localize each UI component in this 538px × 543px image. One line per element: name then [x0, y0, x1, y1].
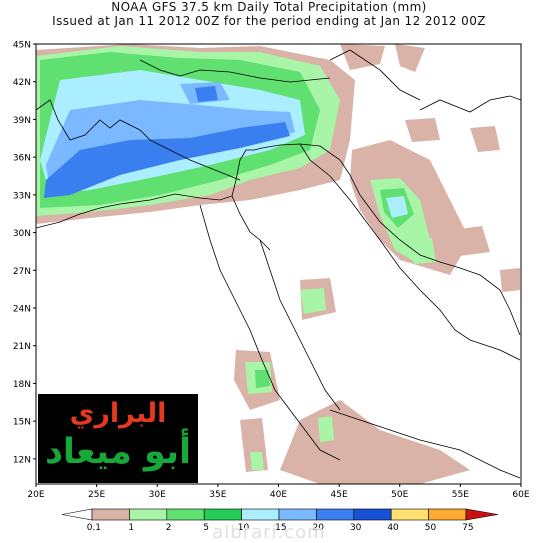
lat-tick-label: 33N	[13, 191, 31, 201]
legend-swatch	[278, 508, 317, 521]
map-title: NOAA GFS 37.5 km Daily Total Precipitati…	[111, 0, 427, 14]
legend-label: 15	[275, 523, 286, 533]
lon-tick-label: 50E	[391, 490, 408, 500]
lon-tick-label: 25E	[88, 490, 105, 500]
site-logo: البراري أبو ميعاد	[38, 394, 198, 483]
legend-label: 40	[387, 523, 399, 533]
legend-swatch	[91, 508, 130, 521]
legend-arrow-low	[61, 508, 93, 521]
watermark-text: albrari.com	[212, 522, 326, 543]
coastlines	[36, 49, 521, 479]
legend-label: 1	[128, 523, 134, 533]
lon-tick-label: 55E	[452, 490, 469, 500]
legend-swatch	[390, 508, 429, 521]
legend-swatch	[353, 508, 392, 521]
legend-swatch	[129, 508, 168, 521]
legend-label: 30	[350, 523, 362, 533]
legend-label: 5	[203, 523, 209, 533]
legend-swatch	[203, 508, 242, 521]
lon-tick-label: 30E	[149, 490, 166, 500]
lon-tick-label: 60E	[512, 490, 529, 500]
precipitation-legend: 0.1 1 2 5 10 15 20 30 40 50 75	[61, 508, 499, 533]
lat-tick-label: 18N	[13, 380, 31, 390]
legend-swatch	[428, 508, 467, 521]
legend-label: 50	[425, 523, 437, 533]
map-subtitle: Issued at Jan 11 2012 00Z for the period…	[52, 14, 486, 28]
legend-label: 0.1	[87, 523, 101, 533]
legend-label: 75	[462, 523, 473, 533]
lon-tick-label: 45E	[331, 490, 348, 500]
precip-fields	[36, 44, 520, 484]
lat-tick-label: 36N	[13, 154, 31, 164]
logo-line-2: أبو ميعاد	[44, 432, 192, 472]
lat-tick-label: 15N	[13, 418, 31, 428]
lat-tick-label: 30N	[13, 229, 31, 239]
lat-tick-label: 39N	[13, 116, 31, 126]
lon-tick-label: 20E	[27, 490, 44, 500]
legend-label: 2	[166, 523, 172, 533]
legend-swatch	[241, 508, 280, 521]
lat-tick-label: 21N	[13, 342, 31, 352]
legend-label: 10	[238, 523, 250, 533]
legend-arrow-high	[465, 508, 499, 521]
legend-label: 20	[313, 523, 325, 533]
lat-tick-label: 45N	[13, 41, 31, 51]
lat-tick-label: 42N	[13, 78, 31, 88]
legend-swatch	[316, 508, 355, 521]
lat-tick-label: 27N	[13, 267, 31, 277]
lat-tick-label: 12N	[13, 455, 31, 465]
lat-tick-label: 24N	[13, 305, 31, 315]
legend-swatch	[166, 508, 205, 521]
logo-line-1: البراري	[69, 398, 167, 429]
longitude-axis: 20E 25E 30E 35E 40E 45E 50E 55E 60E	[27, 484, 530, 500]
latitude-axis: 45N 42N 39N 36N 33N 30N 27N 24N 21N 18N 15N 12N	[13, 41, 36, 465]
lon-tick-label: 35E	[209, 490, 226, 500]
lon-tick-label: 40E	[270, 490, 287, 500]
